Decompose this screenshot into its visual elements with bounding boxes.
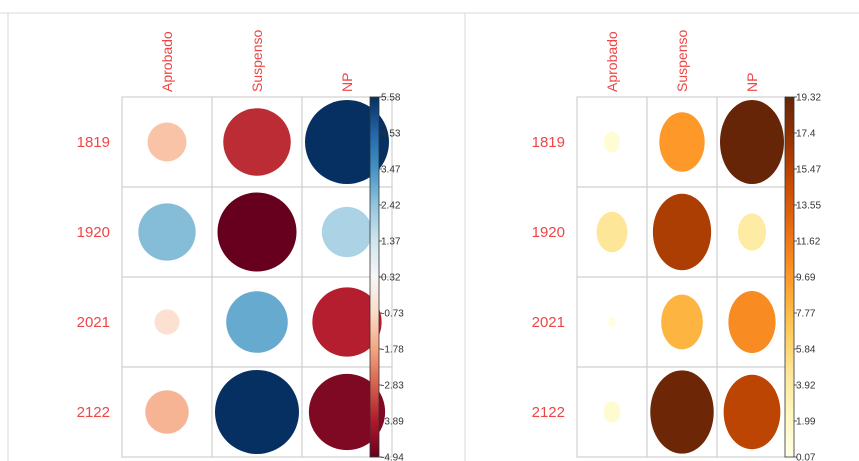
colorbar-tick-label: 5.84	[796, 345, 816, 356]
row-label-2122: 2122	[532, 404, 565, 421]
circle-1819-suspenso	[659, 112, 705, 172]
colorbar-tick-label: 9.69	[796, 273, 816, 284]
circle-2122-np	[723, 374, 781, 450]
circle-2122-aprobado	[145, 390, 189, 434]
circle-2021-aprobado	[608, 316, 616, 328]
colorbar-tick-label: 5.58	[381, 93, 401, 104]
circle-1819-aprobado	[147, 122, 187, 162]
colorbar-tick-label: -0.73	[381, 309, 404, 320]
circle-1920-np	[321, 206, 373, 258]
circle-2122-suspenso	[215, 370, 299, 454]
circle-1819-suspenso	[223, 108, 291, 176]
colorbar-tick-label: 0.07	[796, 453, 816, 461]
circle-1819-np	[305, 100, 389, 184]
circle-2122-np	[308, 373, 386, 451]
colorbar-tick-label: 15.47	[796, 165, 821, 176]
corrplot-right: Aprobado Suspenso NP 1819 1920 2021 2122 19.32 1…	[532, 30, 822, 461]
circle-2021-aprobado	[154, 309, 180, 335]
colorbar-tick-label: 19.32	[796, 93, 821, 104]
column-label-np: NP	[744, 73, 760, 92]
colorbar-tick-label: 11.62	[796, 237, 821, 248]
circle-2021-np	[728, 291, 776, 353]
circle-2122-suspenso	[650, 370, 714, 454]
circle-1920-aprobado	[138, 203, 196, 261]
colorbar-tick-label: -2.83	[381, 381, 404, 392]
colorbar-tick-label: 7.77	[796, 309, 816, 320]
colorbar-tick-label: 1.99	[796, 417, 816, 428]
colorbar	[785, 97, 794, 457]
row-label-2021: 2021	[532, 314, 565, 331]
circle-2021-np	[312, 287, 382, 357]
circle-1920-suspenso	[652, 193, 712, 271]
circle-1920-suspenso	[217, 192, 297, 272]
row-label-2122: 2122	[77, 404, 110, 421]
column-label-suspenso: Suspenso	[674, 30, 690, 92]
column-label-aprobado: Aprobado	[159, 31, 175, 92]
colorbar-tick-label: 4.53	[381, 129, 401, 140]
colorbar-tick-label: -1.78	[381, 345, 404, 356]
colorbar-tick-label: 3.92	[796, 381, 816, 392]
circle-2021-suspenso	[226, 291, 288, 353]
colorbar-tick-label: 0.32	[381, 273, 401, 284]
circle-1920-aprobado	[596, 211, 628, 253]
column-label-aprobado: Aprobado	[604, 31, 620, 92]
colorbar-tick-label: 1.37	[381, 237, 401, 248]
corrplot-left: Aprobado Suspenso NP 1819 1920 2021 2122 5.58 4.…	[77, 30, 405, 461]
row-label-1819: 1819	[77, 134, 110, 151]
column-label-suspenso: Suspenso	[249, 30, 265, 92]
panel-frames	[0, 12, 859, 461]
row-label-2021: 2021	[77, 314, 110, 331]
circle-2021-suspenso	[661, 294, 703, 350]
row-label-1920: 1920	[77, 224, 110, 241]
colorbar-tick-label: 13.55	[796, 201, 821, 212]
row-label-1920: 1920	[532, 224, 565, 241]
circle-1819-aprobado	[604, 131, 620, 153]
colorbar-tick-label: 2.42	[381, 201, 401, 212]
colorbar	[370, 97, 379, 457]
circle-1920-np	[737, 213, 767, 251]
circle-1819-np	[720, 100, 784, 184]
column-label-np: NP	[339, 73, 355, 92]
colorbar-tick-label: -3.89	[381, 417, 404, 428]
circle-2122-aprobado	[603, 401, 621, 423]
colorbar-tick-label: 17.4	[796, 129, 816, 140]
row-label-1819: 1819	[532, 134, 565, 151]
colorbar-tick-label: -4.94	[381, 453, 404, 461]
colorbar-tick-label: 3.47	[381, 165, 401, 176]
